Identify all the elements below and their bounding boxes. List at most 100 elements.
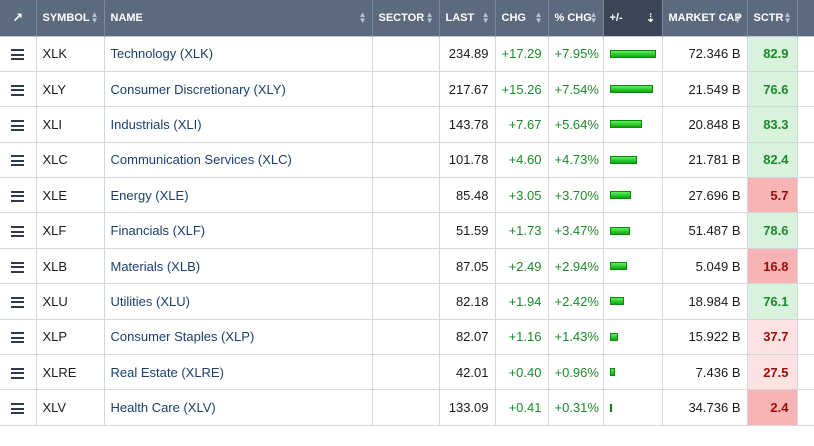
column-header-symbol[interactable]: SYMBOL ▲ ▼ — [36, 0, 105, 36]
column-header-sector[interactable]: SECTOR ▲ ▼ — [372, 0, 440, 36]
table-row[interactable]: XLRE Real Estate (XLRE) 42.01 +0.40 +0.9… — [0, 354, 814, 391]
symbol-cell[interactable]: XLK — [36, 35, 105, 72]
sctr-cell: 76.6 — [747, 71, 798, 108]
hamburger-menu-icon — [11, 155, 25, 167]
percent-change-cell: +1.43% — [548, 319, 604, 356]
name-link[interactable]: Consumer Staples (XLP) — [104, 319, 373, 356]
market-cap-cell: 15.922 B — [662, 319, 748, 356]
market-cap-cell: 34.736 B — [662, 389, 748, 426]
row-menu-button[interactable] — [0, 389, 37, 426]
table-row[interactable]: XLV Health Care (XLV) 133.09 +0.41 +0.31… — [0, 389, 814, 426]
change-cell: +3.05 — [495, 177, 549, 214]
name-link[interactable]: Industrials (XLI) — [104, 106, 373, 143]
table-row[interactable]: XLI Industrials (XLI) 143.78 +7.67 +5.64… — [0, 106, 814, 143]
sort-arrows-icon: ▲ ▼ — [481, 10, 490, 25]
sector-cell — [372, 212, 440, 249]
market-cap-cell: 18.984 B — [662, 283, 748, 320]
symbol-cell[interactable]: XLRE — [36, 354, 105, 391]
change-bar — [609, 49, 656, 58]
change-bar-cell — [603, 248, 663, 285]
column-header-last[interactable]: LAST ▲ ▼ — [439, 0, 496, 36]
name-link[interactable]: Utilities (XLU) — [104, 283, 373, 320]
sctr-cell: 83.3 — [747, 106, 798, 143]
symbol-cell[interactable]: XLB — [36, 248, 105, 285]
row-menu-button[interactable] — [0, 106, 37, 143]
table-row[interactable]: XLC Communication Services (XLC) 101.78 … — [0, 142, 814, 179]
row-menu-button[interactable] — [0, 319, 37, 356]
table-row[interactable]: XLE Energy (XLE) 85.48 +3.05 +3.70% 27.6… — [0, 177, 814, 214]
percent-change-cell: +3.47% — [548, 212, 604, 249]
name-link[interactable]: Materials (XLB) — [104, 248, 373, 285]
name-link[interactable]: Communication Services (XLC) — [104, 142, 373, 179]
sctr-cell: 37.7 — [747, 319, 798, 356]
name-link[interactable]: Consumer Discretionary (XLY) — [104, 71, 373, 108]
name-link[interactable]: Health Care (XLV) — [104, 389, 373, 426]
row-menu-button[interactable] — [0, 212, 37, 249]
table-row[interactable]: XLY Consumer Discretionary (XLY) 217.67 … — [0, 71, 814, 108]
change-bar-cell — [603, 389, 663, 426]
change-bar — [609, 297, 624, 306]
column-header-chg[interactable]: CHG ▲ ▼ — [495, 0, 549, 36]
table-body: XLK Technology (XLK) 234.89 +17.29 +7.95… — [0, 35, 814, 426]
change-bar — [609, 262, 627, 271]
row-menu-button[interactable] — [0, 283, 37, 320]
row-menu-button[interactable] — [0, 142, 37, 179]
symbol-cell[interactable]: XLU — [36, 283, 105, 320]
symbol-cell[interactable]: XLV — [36, 389, 105, 426]
hamburger-menu-icon — [11, 367, 25, 379]
symbol-cell[interactable]: XLF — [36, 212, 105, 249]
row-menu-button[interactable] — [0, 248, 37, 285]
hamburger-menu-icon — [11, 332, 25, 344]
row-menu-button[interactable] — [0, 354, 37, 391]
table-row[interactable]: XLB Materials (XLB) 87.05 +2.49 +2.94% 5… — [0, 248, 814, 285]
hamburger-menu-icon — [11, 120, 25, 132]
header-spacer — [797, 0, 814, 36]
symbol-cell[interactable]: XLP — [36, 319, 105, 356]
last-price-cell: 143.78 — [439, 106, 496, 143]
name-link[interactable]: Energy (XLE) — [104, 177, 373, 214]
name-link[interactable]: Financials (XLF) — [104, 212, 373, 249]
last-price-cell: 87.05 — [439, 248, 496, 285]
sector-etf-table: ↗ SYMBOL ▲ ▼ NAME ▲ ▼ SECTOR ▲ ▼ LAST ▲ ▼ CHG ▲ ▼ … — [0, 0, 814, 426]
table-row[interactable]: XLP Consumer Staples (XLP) 82.07 +1.16 +… — [0, 319, 814, 356]
row-menu-button[interactable] — [0, 177, 37, 214]
table-row[interactable]: XLF Financials (XLF) 51.59 +1.73 +3.47% … — [0, 212, 814, 249]
table-row[interactable]: XLK Technology (XLK) 234.89 +17.29 +7.95… — [0, 35, 814, 72]
row-spacer — [797, 319, 814, 356]
symbol-cell[interactable]: XLI — [36, 106, 105, 143]
symbol-cell[interactable]: XLE — [36, 177, 105, 214]
sector-cell — [372, 248, 440, 285]
change-bar — [609, 155, 637, 164]
last-price-cell: 42.01 — [439, 354, 496, 391]
column-header-sctr[interactable]: SCTR ▲ ▼ — [747, 0, 798, 36]
percent-change-cell: +0.96% — [548, 354, 604, 391]
external-link-icon[interactable]: ↗ — [0, 0, 37, 36]
market-cap-cell: 21.549 B — [662, 71, 748, 108]
table-row[interactable]: XLU Utilities (XLU) 82.18 +1.94 +2.42% 1… — [0, 283, 814, 320]
change-bar-cell — [603, 142, 663, 179]
column-header-pct-chg[interactable]: % CHG ▲ ▼ — [548, 0, 604, 36]
last-price-cell: 82.07 — [439, 319, 496, 356]
sort-arrows-icon: ▲ ▼ — [733, 10, 742, 25]
row-spacer — [797, 248, 814, 285]
name-link[interactable]: Real Estate (XLRE) — [104, 354, 373, 391]
row-spacer — [797, 354, 814, 391]
sort-arrows-icon: ▲ ▼ — [358, 10, 367, 25]
market-cap-cell: 21.781 B — [662, 142, 748, 179]
row-spacer — [797, 212, 814, 249]
row-menu-button[interactable] — [0, 35, 37, 72]
symbol-cell[interactable]: XLY — [36, 71, 105, 108]
symbol-cell[interactable]: XLC — [36, 142, 105, 179]
last-price-cell: 101.78 — [439, 142, 496, 179]
change-cell: +1.16 — [495, 319, 549, 356]
percent-change-cell: +5.64% — [548, 106, 604, 143]
last-price-cell: 234.89 — [439, 35, 496, 72]
sector-cell — [372, 142, 440, 179]
column-header-market-cap[interactable]: MARKET CAP ▲ ▼ — [662, 0, 748, 36]
name-link[interactable]: Technology (XLK) — [104, 35, 373, 72]
column-header-plus-minus[interactable]: +/- ⇣ — [603, 0, 663, 36]
change-cell: +7.67 — [495, 106, 549, 143]
column-header-name[interactable]: NAME ▲ ▼ — [104, 0, 373, 36]
row-spacer — [797, 142, 814, 179]
row-menu-button[interactable] — [0, 71, 37, 108]
